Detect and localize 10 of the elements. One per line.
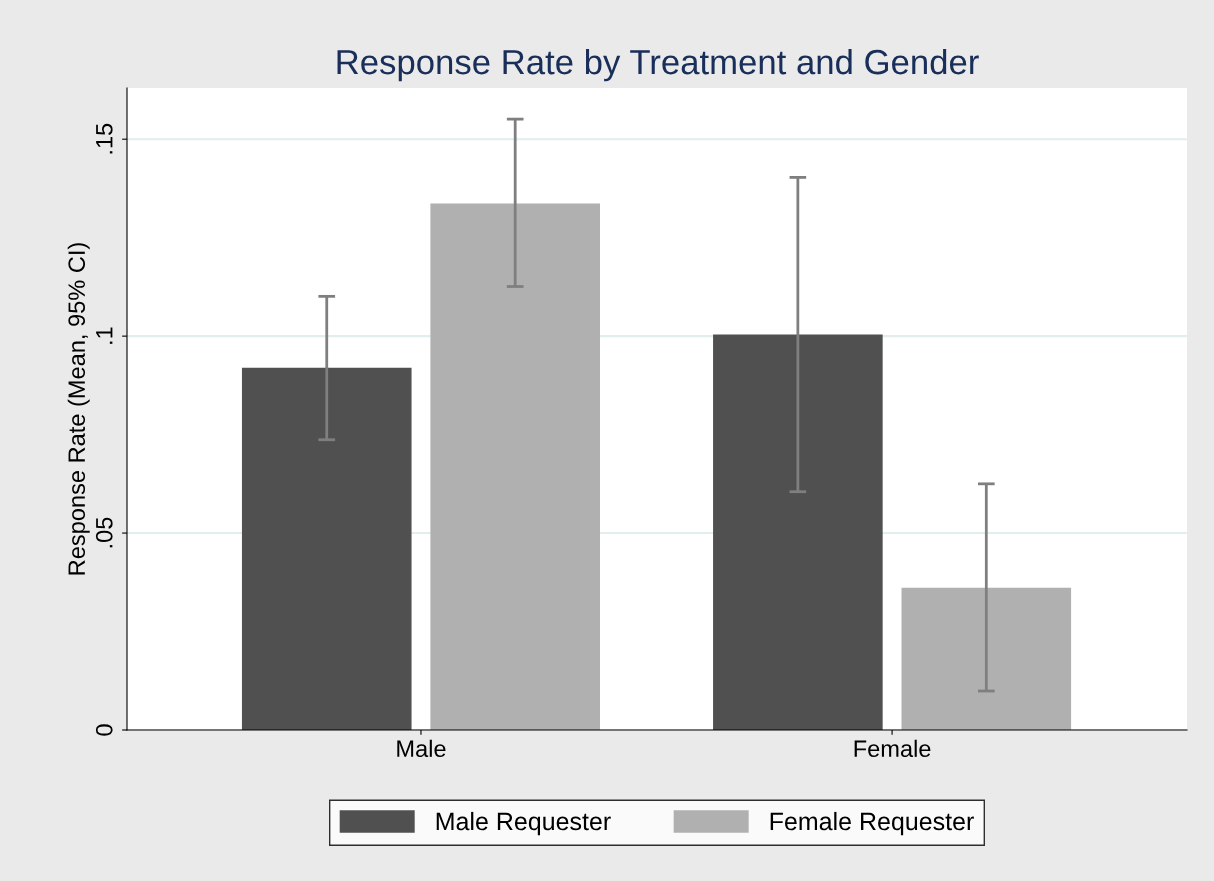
y-tick-label: .05 bbox=[95, 517, 113, 548]
y-tick-label: .1 bbox=[96, 327, 113, 344]
y-axis-title: Response Rate (Mean, 95% CI) bbox=[67, 243, 90, 575]
legend-label: Male Requester bbox=[436, 811, 611, 836]
x-tick-label: Male bbox=[397, 739, 446, 758]
y-tick-label: .15 bbox=[96, 123, 113, 154]
x-tick-label: Female bbox=[854, 739, 931, 758]
chart-title: Response Rate by Treatment and Gender bbox=[337, 48, 979, 82]
y-tick-label: 0 bbox=[95, 724, 113, 736]
legend-label: Female Requester bbox=[770, 811, 974, 836]
